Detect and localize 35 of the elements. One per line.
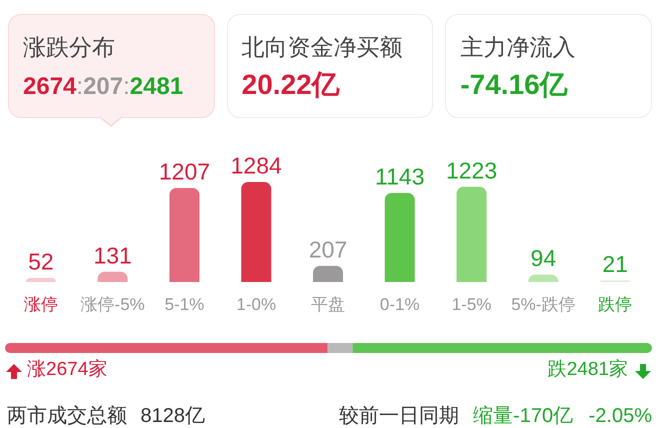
data-label: 52: [28, 248, 54, 274]
x-tick-label: 5-1%: [164, 295, 204, 314]
data-label: 1207: [158, 158, 210, 184]
bar: [169, 188, 200, 282]
data-label: 131: [93, 242, 132, 268]
text: 缩量-170亿 -2.05%: [473, 404, 652, 428]
data-label: 1284: [230, 152, 282, 178]
data-label: 涨2674家: [27, 358, 108, 380]
x-tick-label: 1-5%: [452, 295, 492, 314]
bar: [384, 192, 415, 282]
x-tick-label: 涨停-5%: [80, 295, 145, 314]
data-label: 21: [602, 250, 628, 277]
data-label: 1223: [446, 157, 498, 184]
x-tick-label: 跌停: [598, 295, 632, 314]
bar: [26, 278, 56, 282]
data-label: 跌2481家: [548, 358, 628, 380]
text: 北向资金净买额: [242, 34, 403, 60]
x-tick-label: 平盘: [311, 295, 345, 314]
bar: [313, 266, 343, 282]
text: 主力净流入: [460, 34, 576, 60]
x-tick-label: 0-1%: [380, 295, 420, 314]
text: 较前一日同期: [339, 404, 460, 428]
text: 两市成交总额 8128亿: [7, 404, 206, 428]
text: 20.22亿: [242, 69, 340, 100]
bar: [456, 186, 487, 282]
data-label: 1143: [375, 163, 425, 190]
x-tick-label: 5%-跌停: [511, 295, 576, 314]
data-label: 94: [530, 245, 556, 272]
text: 涨跌分布: [23, 34, 115, 60]
text: -74.16亿: [460, 69, 568, 100]
data-label: 207: [308, 236, 348, 262]
x-tick-label: 1-0%: [236, 295, 276, 314]
x-tick-label: 涨停: [24, 295, 58, 314]
bar: [241, 182, 272, 282]
text: 2674:207:2481: [23, 73, 184, 100]
